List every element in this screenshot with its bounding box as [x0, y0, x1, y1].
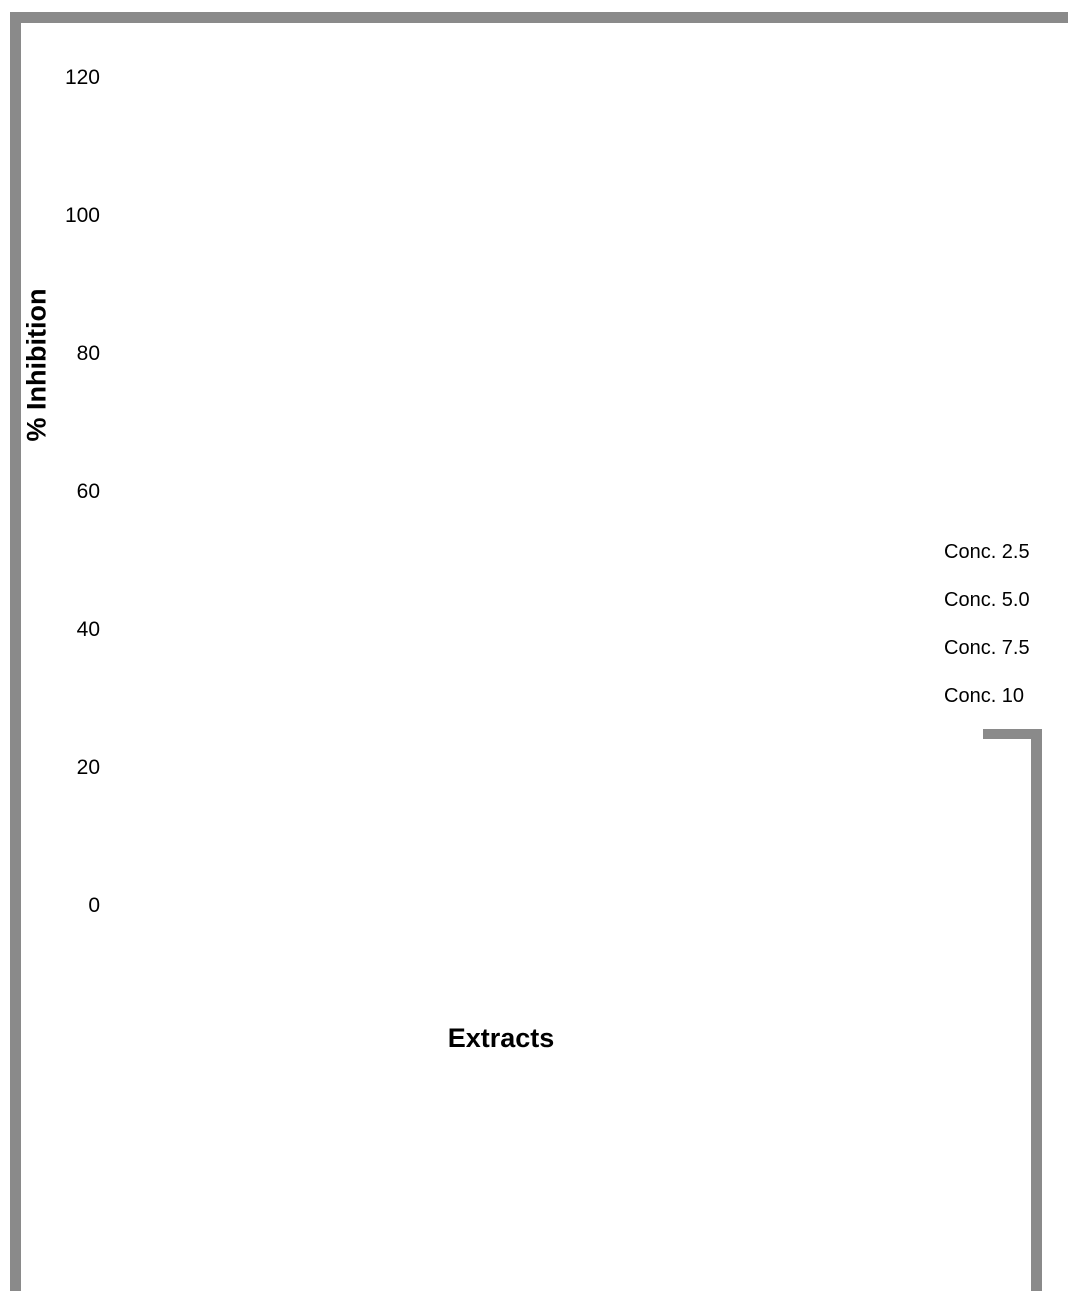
legend-entry: Conc. 7.5: [944, 637, 1030, 659]
y-tick-label: 80: [76, 342, 100, 365]
y-tick-label: 0: [88, 894, 100, 917]
chart-border-top: [10, 12, 1068, 23]
legend-entry: Conc. 10: [944, 685, 1025, 707]
y-axis-title: % Inhibition: [21, 288, 52, 442]
legend-bracket-vertical: [1031, 729, 1042, 1291]
y-tick-label: 100: [64, 204, 100, 227]
y-tick-label: 20: [76, 756, 100, 779]
x-axis-title: Extracts: [447, 1023, 555, 1053]
y-tick-label: 120: [64, 66, 100, 89]
y-tick-label: 40: [76, 618, 100, 641]
y-tick-label: 60: [76, 480, 100, 503]
chart-border-left: [10, 12, 21, 1291]
legend-entry: Conc. 5.0: [944, 589, 1030, 611]
legend-entry: Conc. 2.5: [944, 541, 1030, 563]
legend-bracket-horizontal: [983, 729, 1042, 739]
